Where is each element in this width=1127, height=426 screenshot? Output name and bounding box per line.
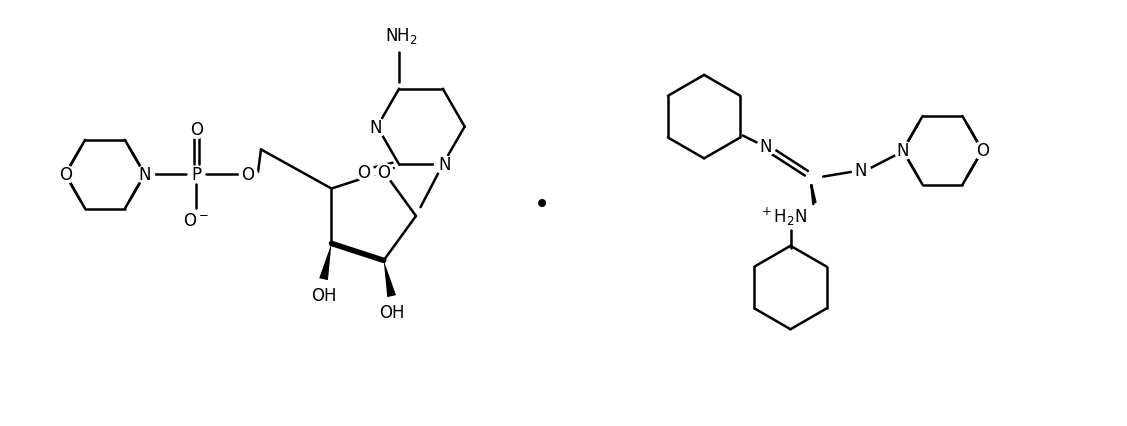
Text: •: • bbox=[534, 190, 550, 219]
Text: O: O bbox=[378, 163, 390, 181]
Text: N: N bbox=[760, 138, 772, 156]
Text: O: O bbox=[59, 166, 72, 184]
Text: O: O bbox=[241, 166, 255, 184]
Text: OH: OH bbox=[311, 286, 336, 304]
Text: N: N bbox=[854, 162, 868, 180]
Text: $^+$H$_2$N: $^+$H$_2$N bbox=[760, 205, 808, 227]
Text: NH$_2$: NH$_2$ bbox=[384, 26, 417, 46]
Text: O: O bbox=[357, 164, 370, 182]
Text: O$^-$: O$^-$ bbox=[184, 211, 210, 230]
Text: N: N bbox=[139, 166, 151, 184]
Text: OH: OH bbox=[379, 303, 405, 321]
Text: P: P bbox=[192, 166, 202, 184]
Text: O: O bbox=[976, 142, 988, 160]
Polygon shape bbox=[319, 244, 331, 280]
Text: N: N bbox=[438, 156, 451, 174]
Text: O: O bbox=[190, 120, 203, 138]
Text: N: N bbox=[369, 118, 381, 136]
Polygon shape bbox=[383, 261, 396, 297]
Text: N: N bbox=[896, 142, 909, 160]
